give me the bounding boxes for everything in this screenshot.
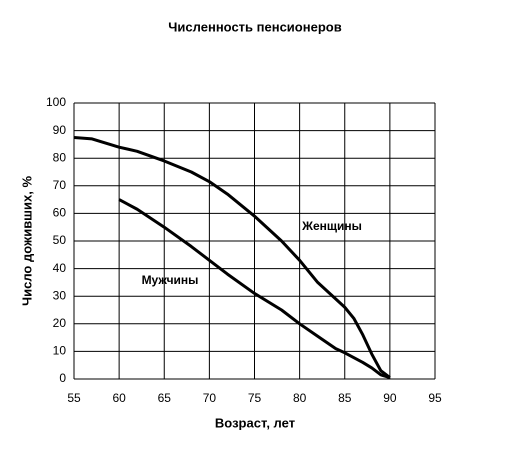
series-label: Мужчины: [142, 273, 199, 287]
y-tick-label: 20: [53, 316, 67, 330]
y-tick-label: 70: [53, 178, 67, 192]
chart-title: Численность пенсионеров: [168, 19, 341, 34]
x-tick-label: 55: [67, 391, 81, 405]
series-label: Женщины: [301, 219, 362, 233]
line-series: [73, 136, 391, 379]
y-tick-label: 0: [59, 371, 66, 385]
x-tick-label: 65: [158, 391, 172, 405]
x-tick-label: 75: [248, 391, 262, 405]
y-tick-label: 30: [53, 288, 67, 302]
y-tick-label: 100: [46, 95, 66, 109]
x-tick-label: 60: [112, 391, 126, 405]
y-axis-label: Число доживших, %: [19, 176, 34, 306]
x-tick-label: 85: [338, 391, 352, 405]
y-tick-label: 10: [53, 344, 67, 358]
x-tick-label: 70: [203, 391, 217, 405]
x-tick-label: 90: [383, 391, 397, 405]
line-series: [118, 198, 391, 380]
y-tick-label: 50: [53, 233, 67, 247]
y-tick-label: 60: [53, 206, 67, 220]
y-tick-label: 90: [53, 123, 67, 137]
y-tick-label: 80: [53, 150, 67, 164]
x-tick-label: 95: [428, 391, 442, 405]
x-axis-label: Возраст, лет: [215, 415, 295, 430]
y-tick-label: 40: [53, 261, 67, 275]
x-tick-label: 80: [293, 391, 307, 405]
